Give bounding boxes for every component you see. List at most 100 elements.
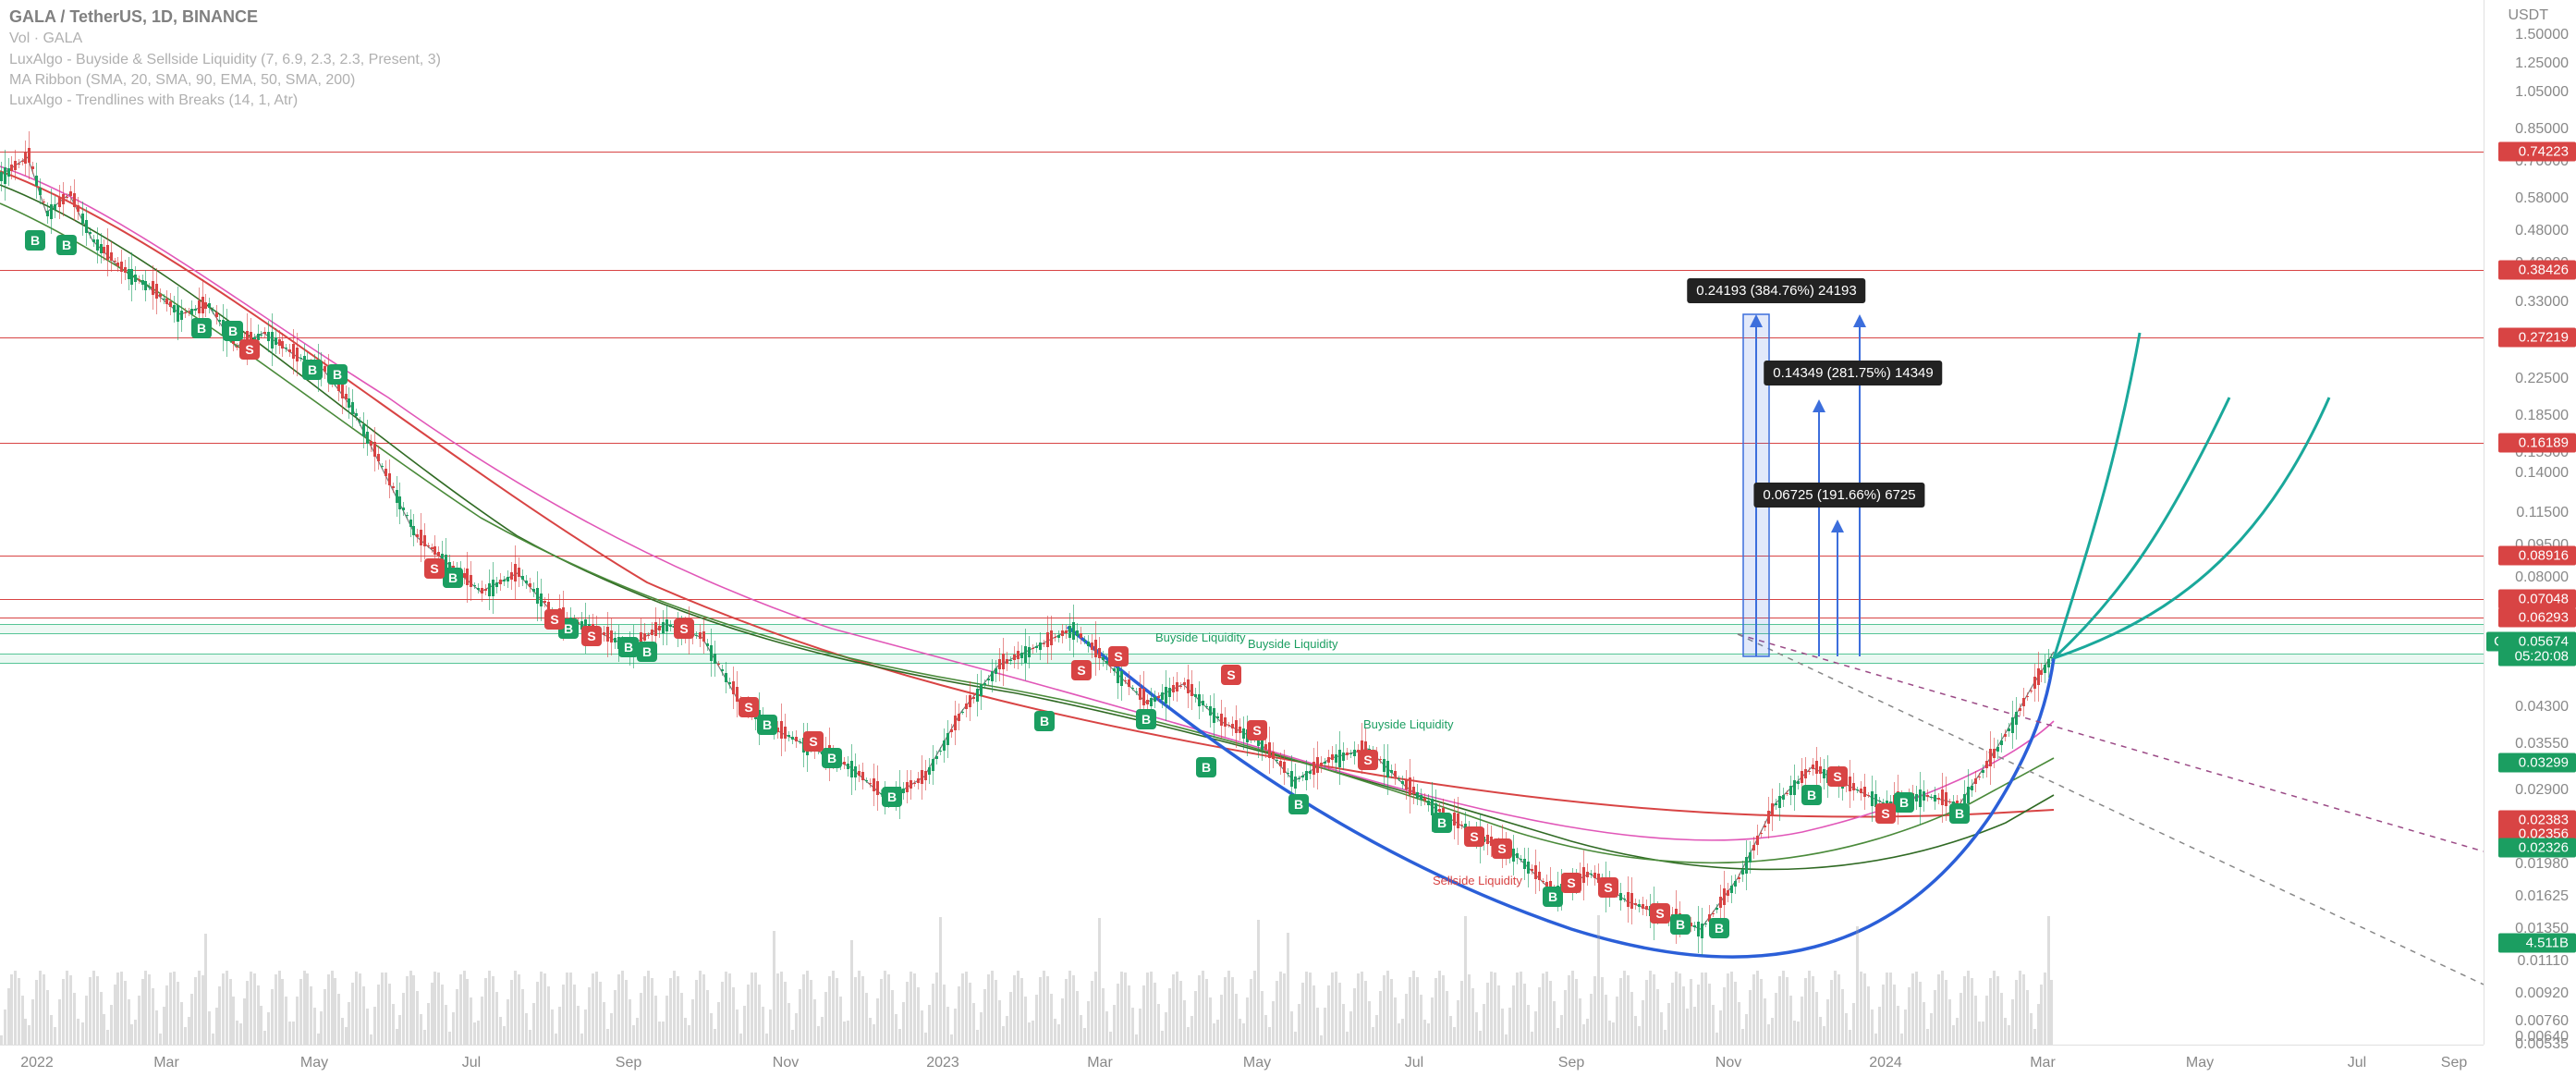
price-level-label: 0.16189 bbox=[2498, 434, 2576, 453]
buy-signal-marker: B bbox=[1949, 803, 1970, 824]
x-tick: Sep bbox=[2441, 1055, 2467, 1071]
trading-chart[interactable]: GALA / TetherUS, 1D, BINANCE Vol · GALA … bbox=[0, 0, 2576, 1089]
buy-signal-marker: B bbox=[882, 787, 902, 807]
buy-signal-marker: B bbox=[1543, 887, 1563, 907]
buy-signal-marker: B bbox=[1432, 813, 1452, 833]
sell-signal-marker: S bbox=[1108, 646, 1129, 667]
y-tick: 0.48000 bbox=[2515, 223, 2569, 239]
buy-signal-marker: B bbox=[25, 230, 45, 251]
plot-area[interactable]: BBBBBBSBSBSSSBBBSBSBBSBSBSBSSBSSBSSBSBBS… bbox=[0, 0, 2484, 1045]
buy-signal-marker: B bbox=[443, 568, 463, 588]
y-tick: 0.00535 bbox=[2515, 1036, 2569, 1053]
sell-signal-marker: S bbox=[1358, 750, 1378, 770]
y-tick: 0.11500 bbox=[2516, 505, 2569, 521]
price-target-box: 0.24193 (384.76%) 24193 bbox=[1687, 278, 1865, 303]
buy-signal-marker: B bbox=[1288, 794, 1309, 814]
sell-signal-marker: S bbox=[674, 618, 694, 639]
x-tick: Mar bbox=[153, 1055, 179, 1071]
buy-signal-marker: B bbox=[1709, 918, 1729, 938]
y-tick: 0.02900 bbox=[2515, 782, 2569, 799]
y-tick: 0.08000 bbox=[2515, 569, 2569, 586]
buy-signal-marker: B bbox=[1034, 711, 1055, 731]
sell-signal-marker: S bbox=[1464, 826, 1484, 847]
y-tick: 0.00920 bbox=[2515, 985, 2569, 1002]
y-tick: 0.00760 bbox=[2515, 1013, 2569, 1030]
y-tick: 0.03550 bbox=[2515, 736, 2569, 753]
price-level-label: 0.74223 bbox=[2498, 142, 2576, 162]
sell-signal-marker: S bbox=[1561, 873, 1581, 893]
time-axis[interactable]: 2022 Mar May Jul Sep Nov 2023 Mar May Jul Sep Nov 20… bbox=[0, 1045, 2484, 1089]
x-tick: Jul bbox=[1405, 1055, 1423, 1071]
buy-signal-marker: B bbox=[223, 321, 243, 341]
x-tick: May bbox=[1243, 1055, 1271, 1071]
liquidity-annotation: Buyside Liquidity bbox=[1248, 637, 1338, 651]
liquidity-annotation: Buyside Liquidity bbox=[1363, 717, 1454, 731]
buy-signal-marker: B bbox=[1801, 785, 1822, 805]
y-tick: 0.33000 bbox=[2515, 294, 2569, 311]
volume-series bbox=[0, 934, 2484, 1045]
price-indicator-label: 0.02326 bbox=[2498, 838, 2576, 858]
y-tick: 0.85000 bbox=[2515, 121, 2569, 138]
x-tick: Mar bbox=[1087, 1055, 1113, 1071]
x-tick: Nov bbox=[1715, 1055, 1741, 1071]
y-tick: 0.04300 bbox=[2515, 699, 2569, 716]
y-tick: 0.01625 bbox=[2515, 888, 2569, 905]
x-tick: Jul bbox=[462, 1055, 481, 1071]
price-level-label: 0.07048 bbox=[2498, 590, 2576, 609]
price-indicator-label: 05:20:08 bbox=[2498, 647, 2576, 667]
sell-signal-marker: S bbox=[1071, 660, 1092, 680]
y-tick: 0.01980 bbox=[2515, 856, 2569, 873]
x-tick: Mar bbox=[2030, 1055, 2056, 1071]
sell-signal-marker: S bbox=[239, 339, 260, 360]
buy-signal-marker: B bbox=[302, 360, 323, 380]
liquidity-annotation: Sellside Liquidity bbox=[1433, 874, 1522, 887]
sell-signal-marker: S bbox=[1492, 838, 1512, 859]
sell-signal-marker: S bbox=[1827, 766, 1848, 787]
price-level-label: 0.38426 bbox=[2498, 261, 2576, 280]
sell-signal-marker: S bbox=[1650, 903, 1670, 924]
x-tick: 2022 bbox=[20, 1055, 54, 1071]
y-tick: 0.58000 bbox=[2515, 190, 2569, 207]
price-level-label: 0.08916 bbox=[2498, 546, 2576, 566]
buy-signal-marker: B bbox=[191, 318, 212, 338]
y-tick: 0.01110 bbox=[2518, 953, 2569, 970]
buy-signal-marker: B bbox=[1670, 914, 1691, 935]
y-tick: 1.25000 bbox=[2515, 55, 2569, 72]
price-axis-unit: USDT bbox=[2508, 7, 2548, 24]
x-tick: 2024 bbox=[1869, 1055, 1902, 1071]
x-tick: Jul bbox=[2348, 1055, 2366, 1071]
x-tick: Nov bbox=[773, 1055, 799, 1071]
y-tick: 0.22500 bbox=[2515, 371, 2569, 387]
y-tick: 1.50000 bbox=[2515, 27, 2569, 43]
x-tick: May bbox=[2186, 1055, 2214, 1071]
buy-signal-marker: B bbox=[56, 235, 77, 255]
sell-signal-marker: S bbox=[424, 558, 445, 579]
candlestick-series bbox=[0, 0, 2484, 1045]
sell-signal-marker: S bbox=[1598, 877, 1618, 898]
sell-signal-marker: S bbox=[803, 731, 824, 752]
price-target-box: 0.06725 (191.66%) 6725 bbox=[1753, 483, 1924, 508]
buy-signal-marker: B bbox=[327, 364, 348, 385]
sell-signal-marker: S bbox=[739, 697, 759, 717]
x-tick: Sep bbox=[616, 1055, 641, 1071]
liquidity-annotation: Buyside Liquidity bbox=[1155, 630, 1246, 644]
x-tick: 2023 bbox=[926, 1055, 959, 1071]
buy-signal-marker: B bbox=[1136, 709, 1156, 729]
y-tick: 1.05000 bbox=[2515, 84, 2569, 101]
y-tick: 0.18500 bbox=[2515, 408, 2569, 424]
sell-signal-marker: S bbox=[544, 609, 565, 630]
price-indicator-label: 0.03299 bbox=[2498, 753, 2576, 773]
sell-signal-marker: S bbox=[1247, 720, 1267, 740]
x-tick: May bbox=[300, 1055, 328, 1071]
buy-signal-marker: B bbox=[618, 637, 639, 657]
price-level-label: 0.27219 bbox=[2498, 328, 2576, 348]
price-axis[interactable]: USDT 1.500001.250001.050000.850000.70000… bbox=[2484, 0, 2576, 1045]
sell-signal-marker: S bbox=[581, 626, 602, 646]
buy-signal-marker: B bbox=[637, 642, 657, 662]
price-target-box: 0.14349 (281.75%) 14349 bbox=[1764, 361, 1942, 385]
price-level-label: 0.06293 bbox=[2498, 608, 2576, 628]
buy-signal-marker: B bbox=[1894, 792, 1914, 813]
buy-signal-marker: B bbox=[757, 715, 777, 735]
y-tick: 0.14000 bbox=[2515, 465, 2569, 482]
buy-signal-marker: B bbox=[1196, 757, 1216, 777]
